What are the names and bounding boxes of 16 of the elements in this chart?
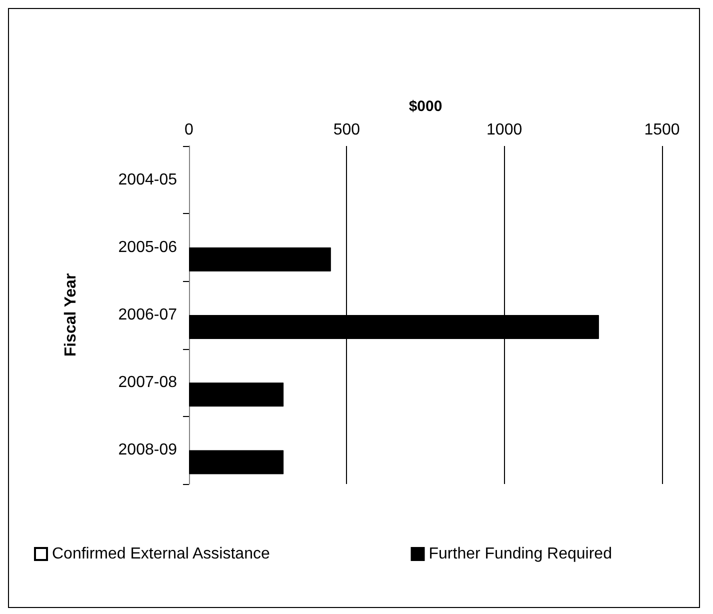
x-axis-title: $000 — [408, 98, 442, 115]
x-tick-label: 1500 — [644, 122, 680, 138]
y-tick-label: 2006-07 — [118, 306, 178, 324]
bar — [189, 450, 284, 474]
y-tick-label: 2007-08 — [118, 374, 178, 392]
bar — [189, 247, 331, 272]
y-tick-label: 2004-05 — [118, 171, 178, 188]
x-tick-label: 1000 — [486, 122, 522, 138]
bar — [189, 382, 284, 407]
y-tick-label: 2005-06 — [118, 238, 178, 256]
y-axis-title: Fiscal Year — [62, 273, 80, 357]
x-tick-label: 0 — [184, 122, 194, 138]
y-tick-label: 2008-09 — [118, 442, 178, 459]
legend-label: Confirmed External Assistance — [52, 546, 270, 562]
legend-label: Further Funding Required — [428, 546, 612, 562]
x-tick-label: 500 — [333, 122, 360, 138]
